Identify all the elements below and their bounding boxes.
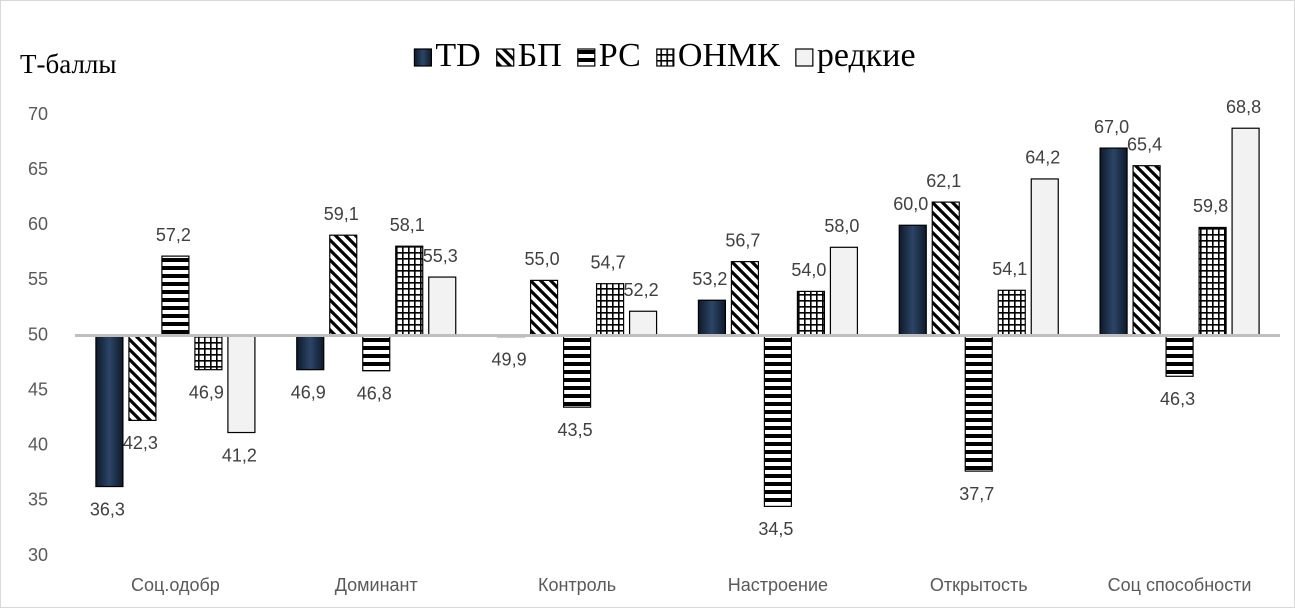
bar xyxy=(1030,178,1059,337)
data-label: 41,2 xyxy=(222,445,257,465)
data-label: 52,2 xyxy=(624,280,659,300)
bar xyxy=(628,310,658,337)
bar xyxy=(1132,165,1161,337)
bar xyxy=(1165,334,1194,377)
bar xyxy=(329,234,358,337)
data-label: 34,5 xyxy=(758,519,793,539)
y-tick-label: 50 xyxy=(28,324,48,344)
bar xyxy=(595,283,625,337)
legend-swatch xyxy=(795,48,814,67)
y-tick-label: 65 xyxy=(28,159,48,179)
data-label: 56,7 xyxy=(725,230,760,250)
bar xyxy=(1231,127,1260,337)
x-tick-label: Открытость xyxy=(930,575,1028,595)
legend-swatch xyxy=(577,48,596,67)
bar xyxy=(296,334,325,371)
data-label: 46,3 xyxy=(1160,389,1195,409)
bar xyxy=(964,334,993,472)
data-label: 53,2 xyxy=(692,269,727,289)
y-tick-label: 45 xyxy=(28,379,48,399)
bar xyxy=(1099,147,1128,337)
bar xyxy=(730,261,760,337)
bar xyxy=(997,289,1026,337)
bar xyxy=(194,334,223,371)
data-label: 59,1 xyxy=(324,204,359,224)
bar xyxy=(697,299,727,337)
bar xyxy=(227,334,256,434)
data-label: 62,1 xyxy=(926,171,961,191)
data-label: 59,8 xyxy=(1193,196,1228,216)
data-label: 49,9 xyxy=(492,349,527,369)
bar xyxy=(1198,226,1227,337)
data-label: 64,2 xyxy=(1025,148,1060,168)
bar xyxy=(362,334,391,372)
data-label: 65,4 xyxy=(1127,134,1162,154)
bar xyxy=(763,334,793,507)
x-tick-label: Доминант xyxy=(335,575,418,595)
bar xyxy=(95,334,124,488)
bar xyxy=(931,201,960,337)
data-label: 58,0 xyxy=(824,216,859,236)
data-label: 57,2 xyxy=(156,225,191,245)
legend-swatch xyxy=(496,48,515,67)
y-tick-label: 60 xyxy=(28,214,48,234)
data-label: 46,9 xyxy=(291,382,326,402)
y-tick-label: 55 xyxy=(28,269,48,289)
data-label: 55,0 xyxy=(525,249,560,269)
x-tick-label: Контроль xyxy=(538,575,616,595)
data-label: 36,3 xyxy=(90,499,125,519)
legend: TD БП РС ОНМК редкие xyxy=(413,37,916,74)
bar xyxy=(161,255,190,337)
y-tick-label: 35 xyxy=(28,490,48,510)
data-label: 46,8 xyxy=(357,384,392,404)
legend-label: БП xyxy=(518,37,562,74)
data-label: 68,8 xyxy=(1226,97,1261,117)
bar xyxy=(898,224,927,337)
data-label: 37,7 xyxy=(959,484,994,504)
data-label: 46,9 xyxy=(189,382,224,402)
data-label: 60,0 xyxy=(893,194,928,214)
y-tick-label: 70 xyxy=(28,104,48,124)
x-tick-label: Соц способности xyxy=(1108,575,1252,595)
legend-label: редкие xyxy=(817,37,916,74)
bar xyxy=(562,334,592,408)
y-axis-label: Т-баллы xyxy=(20,49,117,79)
bar xyxy=(529,279,559,337)
data-label: 58,1 xyxy=(390,215,425,235)
data-label: 55,3 xyxy=(423,246,458,266)
y-tick-label: 40 xyxy=(28,435,48,455)
legend-swatch xyxy=(656,48,675,67)
legend-label: ОНМК xyxy=(678,37,780,74)
legend-label: TD xyxy=(435,37,480,74)
x-tick-label: Соц.одобр xyxy=(131,575,220,595)
data-label: 54,1 xyxy=(992,259,1027,279)
legend-label: РС xyxy=(599,37,641,74)
data-label: 42,3 xyxy=(123,433,158,453)
x-tick-label: Настроение xyxy=(728,575,828,595)
legend-swatch xyxy=(413,48,432,67)
bar xyxy=(829,246,859,337)
data-label: 54,7 xyxy=(591,252,626,272)
bar xyxy=(395,245,424,337)
y-tick-label: 30 xyxy=(28,545,48,565)
data-label: 67,0 xyxy=(1094,117,1129,137)
bar xyxy=(428,276,457,337)
bar xyxy=(128,334,157,421)
bar xyxy=(796,290,826,337)
data-label: 43,5 xyxy=(558,420,593,440)
data-label: 54,0 xyxy=(791,260,826,280)
